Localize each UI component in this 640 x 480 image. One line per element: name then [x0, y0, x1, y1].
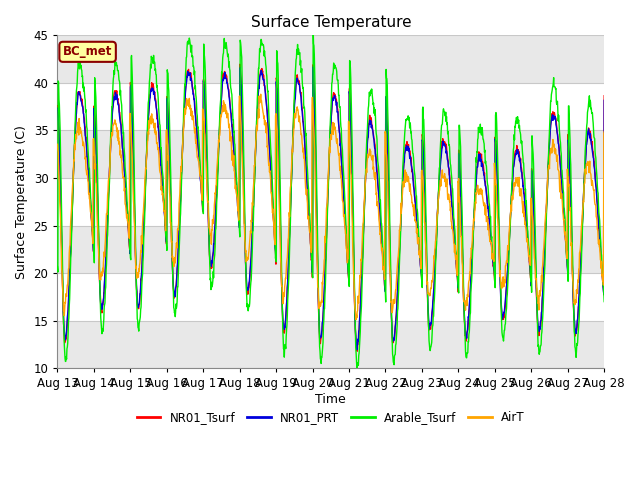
- NR01_Tsurf: [417, 258, 424, 264]
- Bar: [58, 226, 604, 273]
- AirT: [162, 228, 170, 234]
- NR01_PRT: [353, 347, 361, 353]
- AirT: [488, 249, 495, 255]
- NR01_Tsurf: [353, 348, 361, 354]
- NR01_Tsurf: [536, 325, 544, 331]
- NR01_Tsurf: [600, 93, 608, 98]
- Arable_Tsurf: [536, 349, 544, 355]
- NR01_PRT: [54, 106, 61, 111]
- Arable_Tsurf: [54, 264, 61, 269]
- NR01_PRT: [600, 97, 608, 103]
- AirT: [600, 129, 608, 134]
- Arable_Tsurf: [162, 232, 170, 238]
- AirT: [417, 253, 424, 259]
- Line: AirT: AirT: [58, 94, 604, 320]
- Arable_Tsurf: [353, 365, 361, 371]
- AirT: [54, 142, 61, 147]
- NR01_Tsurf: [236, 61, 244, 67]
- Arable_Tsurf: [236, 37, 244, 43]
- Arable_Tsurf: [488, 234, 495, 240]
- Bar: [58, 36, 604, 83]
- NR01_PRT: [162, 228, 170, 234]
- Line: NR01_PRT: NR01_PRT: [58, 67, 604, 350]
- NR01_PRT: [175, 228, 183, 234]
- AirT: [236, 105, 244, 110]
- NR01_Tsurf: [175, 232, 183, 238]
- NR01_PRT: [417, 262, 424, 268]
- NR01_Tsurf: [237, 72, 244, 77]
- Line: NR01_Tsurf: NR01_Tsurf: [58, 64, 604, 351]
- AirT: [352, 317, 360, 323]
- Arable_Tsurf: [417, 256, 424, 262]
- Bar: [58, 131, 604, 178]
- NR01_Tsurf: [162, 235, 170, 241]
- Legend: NR01_Tsurf, NR01_PRT, Arable_Tsurf, AirT: NR01_Tsurf, NR01_PRT, Arable_Tsurf, AirT: [132, 407, 530, 429]
- Arable_Tsurf: [175, 251, 183, 257]
- NR01_PRT: [309, 64, 317, 70]
- Line: Arable_Tsurf: Arable_Tsurf: [58, 28, 604, 368]
- NR01_Tsurf: [488, 245, 495, 251]
- Text: BC_met: BC_met: [63, 45, 112, 58]
- AirT: [175, 201, 183, 206]
- Arable_Tsurf: [309, 25, 317, 31]
- NR01_PRT: [236, 65, 244, 71]
- Title: Surface Temperature: Surface Temperature: [250, 15, 411, 30]
- Arable_Tsurf: [600, 299, 608, 304]
- AirT: [536, 293, 544, 299]
- Bar: [58, 321, 604, 368]
- X-axis label: Time: Time: [316, 393, 346, 406]
- Y-axis label: Surface Temperature (C): Surface Temperature (C): [15, 125, 28, 279]
- AirT: [257, 91, 264, 97]
- NR01_PRT: [536, 326, 544, 332]
- NR01_Tsurf: [54, 103, 61, 108]
- NR01_PRT: [488, 242, 495, 248]
